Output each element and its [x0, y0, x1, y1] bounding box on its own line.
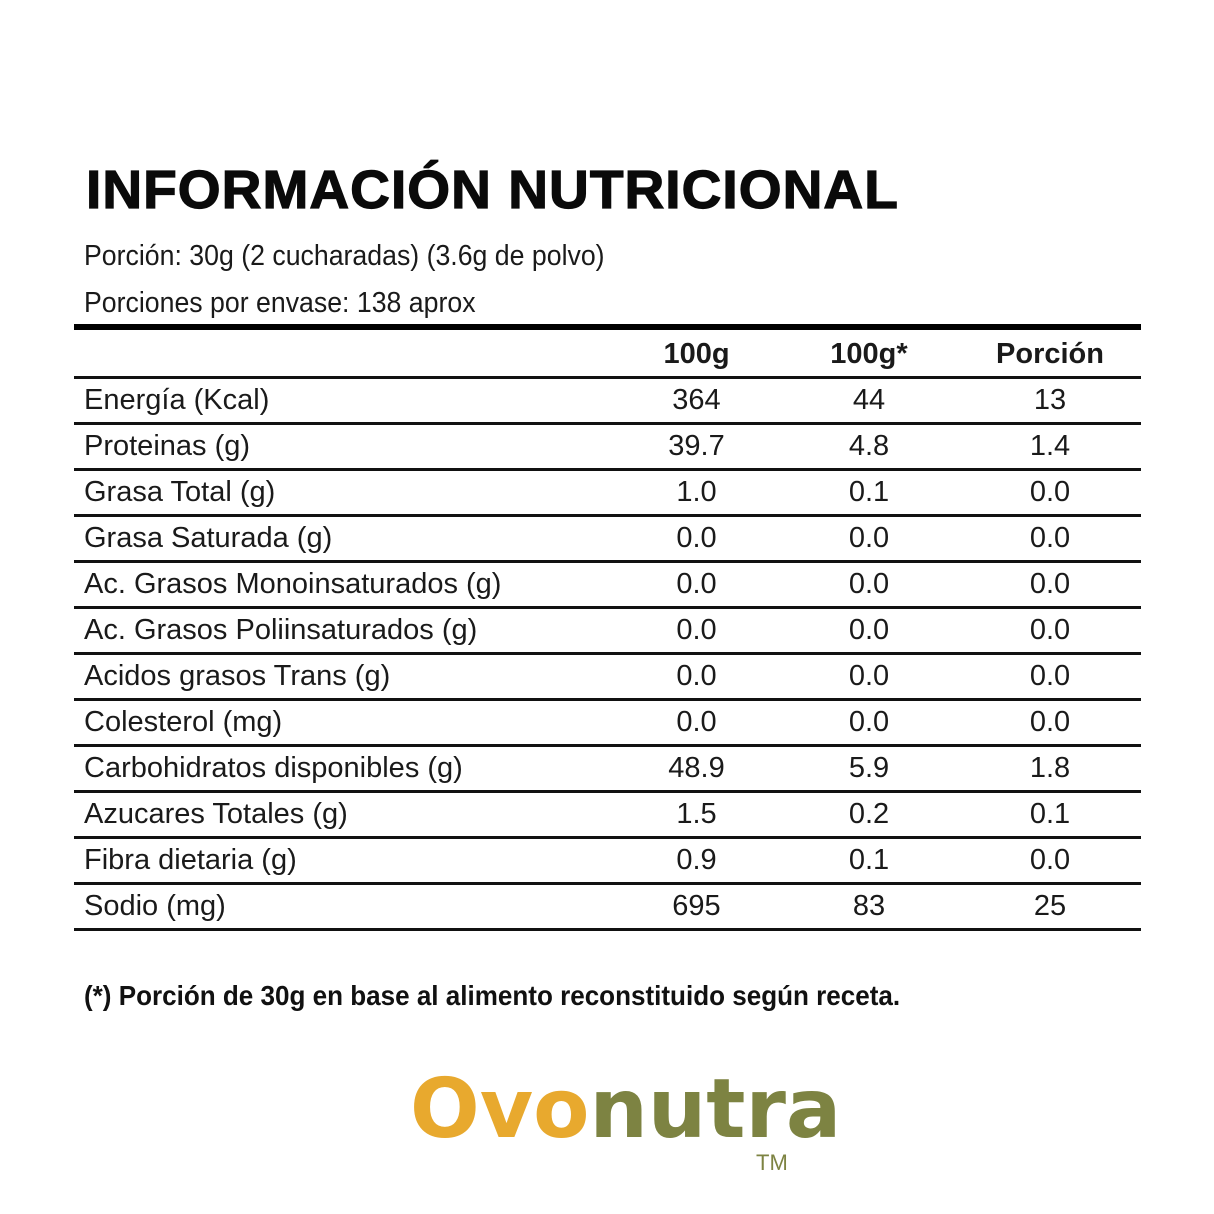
footnote: (*) Porción de 30g en base al alimento r…	[84, 980, 901, 1011]
value-100g: 0.0	[614, 607, 779, 655]
nutrient-label: Azucares Totales (g)	[74, 791, 614, 839]
value-100g-reconstituted: 44	[779, 377, 959, 425]
value-100g-reconstituted: 0.2	[779, 791, 959, 839]
trademark-mark: TM	[756, 1150, 788, 1175]
header-100g-reconstituted: 100g*	[779, 333, 959, 379]
value-portion: 0.1	[959, 791, 1141, 839]
table-row: Ac. Grasos Poliinsaturados (g) 0.0 0.0 0.0	[74, 607, 1141, 655]
table-row: Azucares Totales (g) 1.5 0.2 0.1	[74, 791, 1141, 839]
value-100g: 48.9	[614, 745, 779, 793]
value-100g: 0.0	[614, 561, 779, 609]
value-100g: 0.9	[614, 837, 779, 885]
table-row: Sodio (mg) 695 83 25	[74, 883, 1141, 931]
value-portion: 25	[959, 883, 1141, 931]
value-100g: 39.7	[614, 423, 779, 471]
nutrition-table: 100g 100g* Porción Energía (Kcal) 364 44 13…	[74, 333, 1141, 931]
brand-part-nutra: nutra	[589, 1062, 842, 1157]
nutrient-label: Ac. Grasos Monoinsaturados (g)	[74, 561, 614, 609]
value-100g: 695	[614, 883, 779, 931]
value-100g: 364	[614, 377, 779, 425]
value-portion: 0.0	[959, 561, 1141, 609]
nutrient-label: Fibra dietaria (g)	[74, 837, 614, 885]
brand-part-ovo: Ovo	[410, 1062, 590, 1157]
value-100g-reconstituted: 0.0	[779, 515, 959, 563]
header-100g: 100g	[614, 333, 779, 379]
value-100g-reconstituted: 4.8	[779, 423, 959, 471]
table-row: Acidos grasos Trans (g) 0.0 0.0 0.0	[74, 653, 1141, 701]
table-row: Carbohidratos disponibles (g) 48.9 5.9 1.8	[74, 745, 1141, 793]
table-row: Ac. Grasos Monoinsaturados (g) 0.0 0.0 0.0	[74, 561, 1141, 609]
value-portion: 0.0	[959, 515, 1141, 563]
nutrient-label: Acidos grasos Trans (g)	[74, 653, 614, 701]
table-row: Colesterol (mg) 0.0 0.0 0.0	[74, 699, 1141, 747]
serving-size: Porción: 30g (2 cucharadas) (3.6g de pol…	[84, 240, 605, 272]
nutrient-label: Sodio (mg)	[74, 883, 614, 931]
value-100g: 1.0	[614, 469, 779, 517]
header-empty	[74, 333, 614, 379]
value-100g-reconstituted: 0.1	[779, 469, 959, 517]
value-100g-reconstituted: 5.9	[779, 745, 959, 793]
value-100g: 0.0	[614, 515, 779, 563]
table-row: Energía (Kcal) 364 44 13	[74, 377, 1141, 425]
value-portion: 13	[959, 377, 1141, 425]
page-title: INFORMACIÓN NUTRICIONAL	[85, 159, 899, 220]
value-portion: 1.8	[959, 745, 1141, 793]
value-100g: 1.5	[614, 791, 779, 839]
value-100g-reconstituted: 83	[779, 883, 959, 931]
nutrient-label: Grasa Saturada (g)	[74, 515, 614, 563]
value-portion: 0.0	[959, 699, 1141, 747]
header-portion: Porción	[959, 333, 1141, 379]
value-portion: 0.0	[959, 469, 1141, 517]
value-100g-reconstituted: 0.1	[779, 837, 959, 885]
nutrient-label: Ac. Grasos Poliinsaturados (g)	[74, 607, 614, 655]
value-100g-reconstituted: 0.0	[779, 561, 959, 609]
value-100g-reconstituted: 0.0	[779, 607, 959, 655]
table-row: Proteinas (g) 39.7 4.8 1.4	[74, 423, 1141, 471]
servings-per-container: Porciones por envase: 138 aprox	[84, 287, 476, 319]
nutrient-label: Proteinas (g)	[74, 423, 614, 471]
nutrient-label: Energía (Kcal)	[74, 377, 614, 425]
nutrient-label: Carbohidratos disponibles (g)	[74, 745, 614, 793]
value-portion: 0.0	[959, 653, 1141, 701]
divider-thick	[74, 324, 1141, 330]
table-header-row: 100g 100g* Porción	[74, 333, 1141, 379]
value-100g: 0.0	[614, 699, 779, 747]
table-row: Fibra dietaria (g) 0.9 0.1 0.0	[74, 837, 1141, 885]
nutrient-label: Grasa Total (g)	[74, 469, 614, 517]
value-portion: 1.4	[959, 423, 1141, 471]
value-portion: 0.0	[959, 607, 1141, 655]
value-100g-reconstituted: 0.0	[779, 653, 959, 701]
brand-logo: Ovonutra	[410, 1060, 841, 1160]
table-row: Grasa Saturada (g) 0.0 0.0 0.0	[74, 515, 1141, 563]
table-row: Grasa Total (g) 1.0 0.1 0.0	[74, 469, 1141, 517]
value-100g-reconstituted: 0.0	[779, 699, 959, 747]
nutrient-label: Colesterol (mg)	[74, 699, 614, 747]
value-100g: 0.0	[614, 653, 779, 701]
value-portion: 0.0	[959, 837, 1141, 885]
